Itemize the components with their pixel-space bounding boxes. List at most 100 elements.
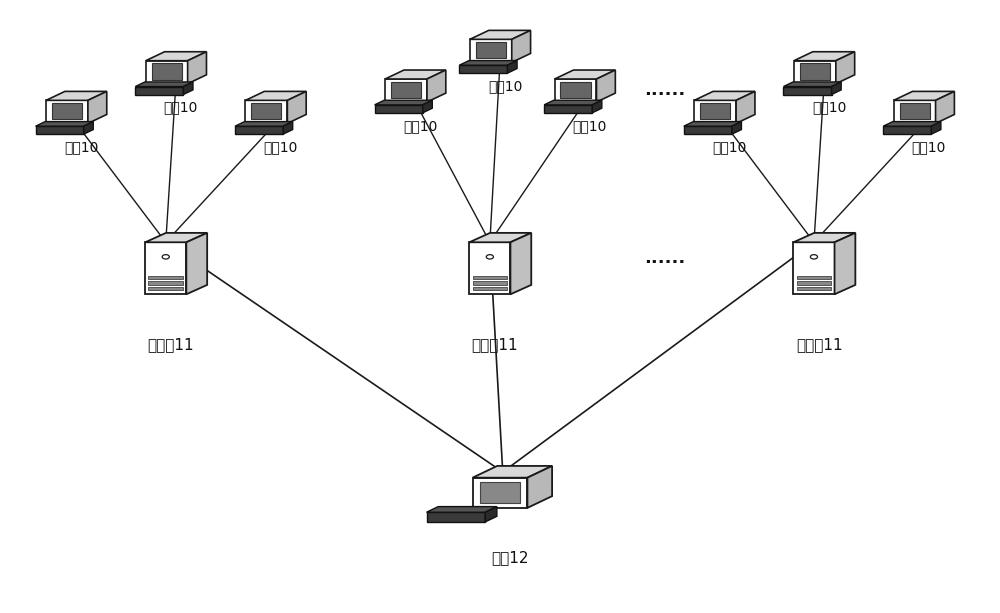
Polygon shape — [186, 233, 207, 294]
Polygon shape — [883, 126, 931, 134]
Polygon shape — [936, 91, 954, 123]
Text: 终端10: 终端10 — [164, 101, 198, 115]
Polygon shape — [459, 65, 507, 73]
Polygon shape — [736, 91, 755, 123]
Text: 终端10: 终端10 — [64, 140, 98, 154]
Polygon shape — [235, 121, 293, 126]
Polygon shape — [507, 61, 517, 73]
Polygon shape — [883, 121, 941, 126]
Polygon shape — [694, 91, 755, 101]
Polygon shape — [146, 61, 188, 84]
Polygon shape — [245, 101, 287, 123]
Polygon shape — [148, 281, 183, 284]
Text: ......: ...... — [644, 249, 685, 267]
Circle shape — [486, 254, 493, 259]
Text: 集中妗11: 集中妗11 — [796, 337, 842, 352]
Text: 终端10: 终端10 — [403, 119, 437, 133]
Polygon shape — [235, 126, 283, 134]
Polygon shape — [423, 101, 432, 113]
Polygon shape — [385, 70, 446, 79]
Polygon shape — [596, 70, 615, 102]
Polygon shape — [135, 86, 183, 94]
Polygon shape — [510, 233, 531, 294]
Polygon shape — [146, 51, 206, 61]
Polygon shape — [36, 126, 84, 134]
Polygon shape — [473, 466, 552, 478]
Polygon shape — [469, 233, 531, 242]
Polygon shape — [476, 42, 506, 58]
Polygon shape — [183, 82, 193, 94]
Polygon shape — [794, 51, 855, 61]
Polygon shape — [527, 466, 552, 508]
Polygon shape — [385, 79, 427, 102]
Polygon shape — [836, 51, 855, 84]
Text: 集中妗11: 集中妗11 — [148, 337, 194, 352]
Polygon shape — [894, 91, 954, 101]
Polygon shape — [797, 281, 831, 284]
Polygon shape — [391, 82, 421, 98]
Polygon shape — [470, 39, 512, 63]
Polygon shape — [832, 82, 841, 94]
Polygon shape — [251, 103, 281, 119]
Polygon shape — [470, 31, 531, 39]
Polygon shape — [473, 478, 527, 508]
Polygon shape — [794, 61, 836, 84]
Text: ......: ...... — [644, 81, 685, 99]
Polygon shape — [427, 506, 497, 512]
Polygon shape — [375, 101, 432, 105]
Polygon shape — [473, 287, 507, 291]
Polygon shape — [84, 121, 93, 134]
Polygon shape — [485, 506, 497, 522]
Text: 主站12: 主站12 — [491, 550, 529, 566]
Polygon shape — [36, 121, 93, 126]
Polygon shape — [592, 101, 602, 113]
Text: 终端10: 终端10 — [573, 119, 607, 133]
Polygon shape — [783, 86, 832, 94]
Polygon shape — [555, 79, 596, 102]
Polygon shape — [480, 482, 520, 503]
Circle shape — [162, 254, 169, 259]
Circle shape — [810, 254, 818, 259]
Polygon shape — [835, 233, 855, 294]
Polygon shape — [375, 105, 423, 113]
Polygon shape — [145, 233, 207, 242]
Polygon shape — [473, 281, 507, 284]
Polygon shape — [46, 101, 88, 123]
Polygon shape — [427, 512, 485, 522]
Polygon shape — [544, 105, 592, 113]
Polygon shape — [783, 82, 841, 86]
Polygon shape — [46, 91, 107, 101]
Polygon shape — [544, 101, 602, 105]
Polygon shape — [188, 51, 206, 84]
Text: 终端10: 终端10 — [712, 140, 747, 154]
Polygon shape — [245, 91, 306, 101]
Polygon shape — [555, 70, 615, 79]
Polygon shape — [797, 275, 831, 279]
Polygon shape — [560, 82, 591, 98]
Text: 终端10: 终端10 — [488, 79, 522, 93]
Polygon shape — [135, 82, 193, 86]
Polygon shape — [283, 121, 293, 134]
Polygon shape — [800, 63, 830, 80]
Polygon shape — [145, 242, 186, 294]
Polygon shape — [287, 91, 306, 123]
Polygon shape — [52, 103, 82, 119]
Polygon shape — [793, 233, 855, 242]
Polygon shape — [88, 91, 107, 123]
Polygon shape — [152, 63, 182, 80]
Polygon shape — [512, 31, 531, 63]
Polygon shape — [148, 287, 183, 291]
Polygon shape — [427, 70, 446, 102]
Polygon shape — [473, 275, 507, 279]
Polygon shape — [700, 103, 730, 119]
Polygon shape — [931, 121, 941, 134]
Text: 终端10: 终端10 — [812, 101, 846, 115]
Polygon shape — [894, 101, 936, 123]
Text: 集中妗11: 集中妗11 — [472, 337, 518, 352]
Text: 终端10: 终端10 — [912, 140, 946, 154]
Polygon shape — [459, 61, 517, 65]
Polygon shape — [732, 121, 741, 134]
Polygon shape — [694, 101, 736, 123]
Polygon shape — [793, 242, 835, 294]
Polygon shape — [684, 121, 741, 126]
